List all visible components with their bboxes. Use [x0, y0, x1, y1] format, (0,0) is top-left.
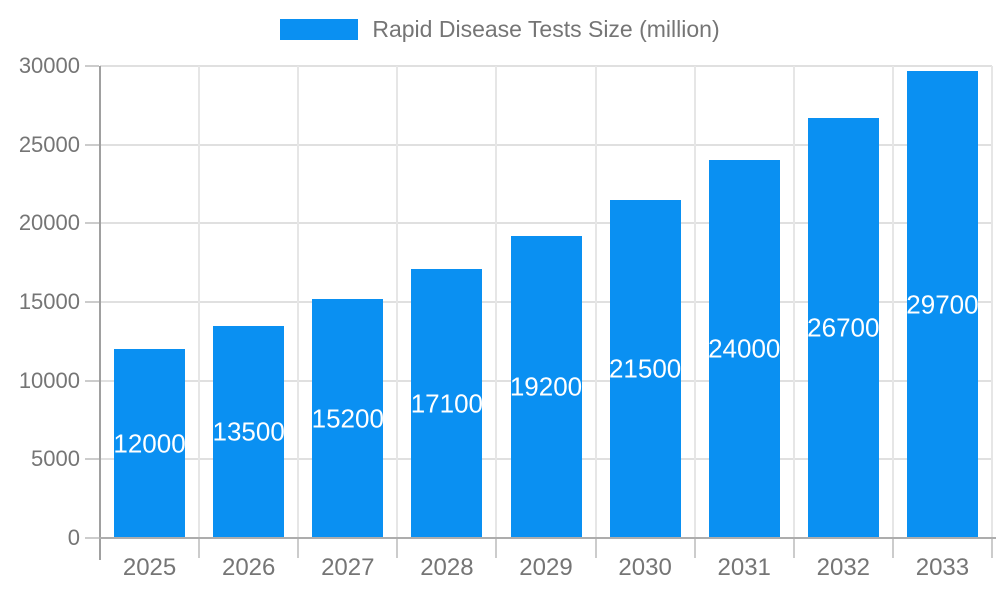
v-gridline — [792, 66, 795, 538]
x-tick-mark — [495, 539, 498, 558]
legend-label: Rapid Disease Tests Size (million) — [372, 16, 720, 42]
y-tick-mark — [85, 143, 99, 146]
y-tick-mark — [85, 65, 99, 67]
v-gridline — [991, 66, 993, 538]
bar-value-label: 24000 — [708, 333, 781, 364]
x-tick-label: 2027 — [321, 554, 375, 581]
bar-2029[interactable]: 19200 — [509, 236, 583, 538]
bar-2030[interactable]: 21500 — [608, 200, 682, 538]
y-tick-mark — [85, 537, 99, 539]
x-tick-label: 2028 — [420, 554, 474, 581]
x-tick-mark — [991, 539, 993, 558]
x-tick-mark — [198, 539, 201, 558]
y-tick-label: 15000 — [18, 289, 80, 314]
h-gridline — [100, 143, 992, 146]
h-gridline — [100, 222, 992, 225]
x-tick-label: 2031 — [717, 554, 771, 581]
v-gridline — [594, 66, 597, 538]
y-tick-label: 30000 — [18, 53, 80, 78]
v-gridline — [297, 66, 300, 538]
x-axis-line — [86, 537, 996, 539]
bar-2027[interactable]: 15200 — [311, 299, 384, 538]
y-tick-mark — [85, 301, 99, 303]
y-tick-mark — [85, 458, 99, 461]
y-tick-mark — [85, 379, 99, 382]
y-axis-line — [99, 66, 101, 560]
bar-2033[interactable]: 29700 — [906, 71, 979, 538]
v-gridline — [693, 66, 696, 538]
bar-value-label: 26700 — [807, 312, 880, 343]
y-tick-label: 10000 — [18, 367, 80, 393]
y-tick-label: 5000 — [31, 446, 80, 472]
x-tick-mark — [891, 539, 894, 558]
x-tick-label: 2026 — [221, 554, 276, 581]
bar-2026[interactable]: 13500 — [212, 326, 285, 538]
bar-2031[interactable]: 24000 — [708, 160, 781, 538]
x-tick-label: 2030 — [618, 554, 672, 581]
x-tick-mark — [396, 539, 399, 558]
v-gridline — [891, 66, 894, 538]
y-tick-mark — [85, 222, 99, 225]
x-tick-mark — [297, 539, 300, 558]
x-tick-label: 2033 — [915, 554, 970, 581]
bar-value-label: 13500 — [212, 416, 285, 447]
bar-value-label: 21500 — [608, 353, 682, 384]
bar-2032[interactable]: 26700 — [807, 118, 880, 538]
v-gridline — [396, 66, 399, 538]
y-tick-label: 20000 — [18, 210, 80, 236]
v-gridline — [495, 66, 498, 538]
bar-value-label: 15200 — [311, 403, 384, 433]
bar-value-label: 12000 — [113, 428, 186, 458]
x-tick-mark — [792, 539, 795, 558]
v-gridline — [198, 66, 201, 538]
x-tick-label: 2025 — [122, 554, 177, 581]
x-tick-mark — [693, 539, 696, 558]
bar-value-label: 19200 — [509, 371, 583, 402]
plot-area: 12000 13500 15200 17100 19200 21500 24000 26700… — [100, 65, 993, 538]
legend-item[interactable]: Rapid Disease Tests Size (million) — [0, 16, 1000, 43]
bar-2028[interactable]: 17100 — [410, 269, 484, 538]
bar-value-label: 17100 — [410, 388, 484, 418]
y-tick-label: 0 — [67, 525, 80, 550]
x-tick-label: 2032 — [816, 554, 871, 581]
bar-value-label: 29700 — [906, 289, 979, 319]
legend-swatch — [280, 19, 359, 40]
bar-2025[interactable]: 12000 — [113, 349, 186, 538]
y-tick-label: 25000 — [18, 131, 80, 157]
x-tick-mark — [594, 539, 597, 558]
x-tick-label: 2029 — [519, 554, 573, 581]
h-gridline — [100, 65, 992, 67]
